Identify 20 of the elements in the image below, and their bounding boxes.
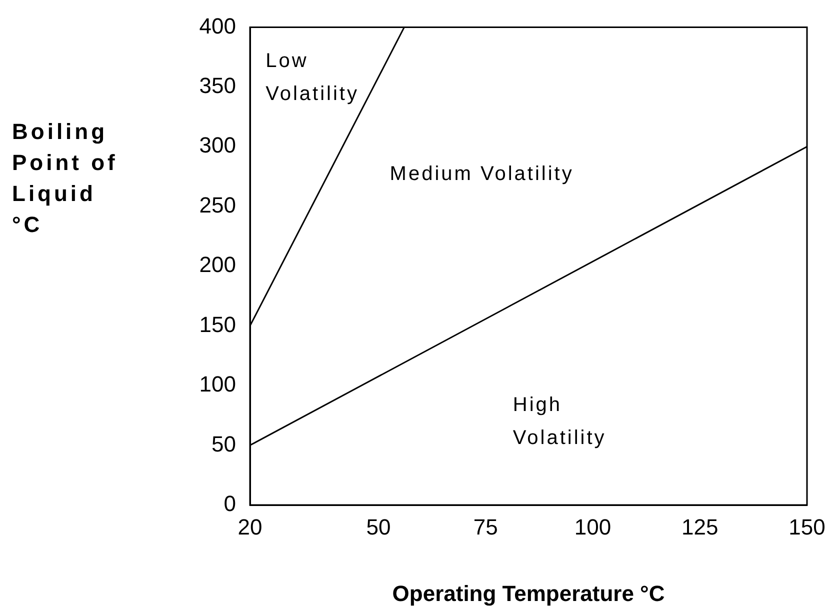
y-tick-label: 200 [199, 252, 236, 278]
y-tick-label: 350 [199, 72, 236, 98]
x-tick-label: 20 [238, 514, 262, 540]
y-tick-label: 150 [199, 312, 236, 337]
x-axis-title: Operating Temperature °C [392, 580, 665, 606]
annotation: High Volatility [512, 394, 606, 450]
y-tick-label: 50 [212, 431, 236, 456]
y-tick-label: 300 [199, 132, 236, 158]
y-tick-label: 100 [199, 372, 236, 397]
x-tick-label: 75 [473, 514, 498, 540]
y-tick-label: 0 [224, 491, 236, 516]
y-tick-label: 250 [199, 192, 236, 218]
x-tick-label: 50 [366, 514, 391, 540]
y-axis-title: Boiling Point of Liquid °C [12, 118, 119, 239]
x-tick-label: 150 [788, 514, 826, 540]
annotation: Medium Volatility [390, 162, 574, 185]
x-tick-label: 100 [574, 514, 612, 540]
x-tick-label: 125 [682, 514, 718, 540]
annotation: Low Volatility [266, 50, 359, 106]
y-tick-label: 400 [199, 13, 236, 38]
